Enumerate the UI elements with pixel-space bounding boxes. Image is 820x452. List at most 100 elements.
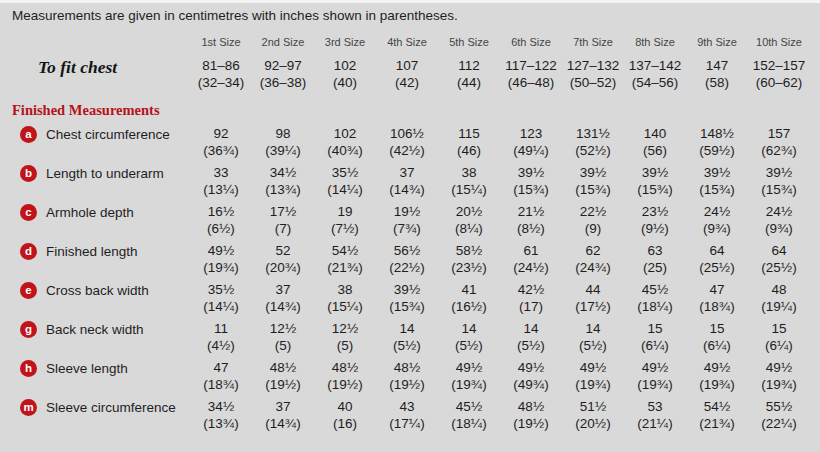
inch-value: (49¼) [500, 142, 562, 159]
measurement-cell: 20½(8¼) [438, 204, 500, 237]
cm-value: 24½ [686, 204, 748, 220]
inch-value: (9) [562, 220, 624, 237]
inch-value: (36¾) [190, 142, 252, 159]
cm-value: 49½ [562, 360, 624, 376]
cm-value: 22½ [562, 204, 624, 220]
cm-value: 39½ [748, 165, 810, 181]
measurement-cell: 117–122(46–48) [500, 58, 562, 91]
measurement-rows: aChest circumference92(36¾)98(39¼)102(40… [10, 126, 810, 432]
size-column-header: 1st Size [190, 36, 252, 49]
inch-value: (18¼) [624, 298, 686, 315]
inch-value: (8½) [500, 220, 562, 237]
size-header-row: 1st Size2nd Size3rd Size4th Size5th Size… [10, 36, 810, 49]
to-fit-chest-row: To fit chest 81–86(32–34)92–97(36–38)102… [10, 58, 810, 91]
inch-value: (8¼) [438, 220, 500, 237]
inch-value: (5½) [500, 337, 562, 354]
inch-value: (7) [252, 220, 314, 237]
measurement-cell: 22½(9) [562, 204, 624, 237]
inch-value: (50–52) [562, 74, 624, 91]
row-label: Sleeve length [46, 361, 128, 376]
measurement-cell: 39½(15¾) [500, 165, 562, 198]
measurement-row: hSleeve length47(18¾)48½(19½)48½(19½)48½… [10, 360, 810, 393]
cm-value: 37 [376, 165, 438, 181]
cm-value: 61 [500, 243, 562, 259]
measurement-cell: 152–157(60–62) [748, 58, 810, 91]
size-column-header: 4th Size [376, 36, 438, 49]
cm-value: 12½ [252, 321, 314, 337]
row-letter-badge: e [20, 282, 37, 299]
inch-value: (20¾) [252, 259, 314, 276]
cm-value: 15 [748, 321, 810, 337]
cm-value: 63 [624, 243, 686, 259]
measurement-row: mSleeve circumference34½(13¾)37(14¾)40(1… [10, 399, 810, 432]
cm-value: 14 [438, 321, 500, 337]
measurement-label-cell: eCross back width [10, 282, 190, 299]
inch-value: (15¾) [500, 181, 562, 198]
inch-value: (59½) [686, 142, 748, 159]
measurement-cell: 21½(8½) [500, 204, 562, 237]
measurement-row: dFinished length49½(19¾)52(20¾)54½(21¾)5… [10, 243, 810, 276]
measurement-cell: 48½(19½) [500, 399, 562, 432]
cm-value: 140 [624, 126, 686, 142]
cm-value: 48 [748, 282, 810, 298]
inch-value: (19¾) [190, 259, 252, 276]
inch-value: (46–48) [500, 74, 562, 91]
cm-value: 42½ [500, 282, 562, 298]
inch-value: (19¾) [748, 376, 810, 393]
cm-value: 49½ [624, 360, 686, 376]
cm-value: 39½ [624, 165, 686, 181]
measurement-cell: 43(17¼) [376, 399, 438, 432]
inch-value: (16) [314, 415, 376, 432]
cm-value: 43 [376, 399, 438, 415]
inch-value: (4½) [190, 337, 252, 354]
measurement-cell: 106½(42½) [376, 126, 438, 159]
cm-value: 20½ [438, 204, 500, 220]
measurement-cell: 37(14¾) [252, 399, 314, 432]
cm-value: 12½ [314, 321, 376, 337]
measurement-cell: 15(6¼) [624, 321, 686, 354]
inch-value: (5) [252, 337, 314, 354]
size-column-header: 9th Size [686, 36, 748, 49]
cm-value: 34½ [190, 399, 252, 415]
inch-value: (9½) [624, 220, 686, 237]
measurement-cell: 102(40¾) [314, 126, 376, 159]
inch-value: (21¼) [624, 415, 686, 432]
inch-value: (32–34) [190, 74, 252, 91]
measurement-cell: 102(40) [314, 58, 376, 91]
size-column-header: 3rd Size [314, 36, 376, 49]
inch-value: (5½) [438, 337, 500, 354]
measurement-cell: 35½(14¼) [190, 282, 252, 315]
measurement-cell: 64(25½) [748, 243, 810, 276]
measurement-cell: 49½(19¾) [562, 360, 624, 393]
inch-value: (6½) [190, 220, 252, 237]
row-label: Length to underarm [46, 166, 164, 181]
cm-value: 21½ [500, 204, 562, 220]
inch-value: (15¾) [624, 181, 686, 198]
inch-value: (19½) [252, 376, 314, 393]
inch-value: (62¾) [748, 142, 810, 159]
measurement-cell: 38(15¼) [438, 165, 500, 198]
inch-value: (14¾) [252, 415, 314, 432]
row-label: Armhole depth [46, 205, 134, 220]
measurement-cell: 12½(5) [314, 321, 376, 354]
cm-value: 14 [562, 321, 624, 337]
row-label: Back neck width [46, 322, 144, 337]
inch-value: (7½) [314, 220, 376, 237]
inch-value: (14¼) [190, 298, 252, 315]
cm-value: 49½ [686, 360, 748, 376]
cm-value: 147 [686, 58, 748, 74]
inch-value: (9¾) [748, 220, 810, 237]
measurement-cell: 12½(5) [252, 321, 314, 354]
inch-value: (42½) [376, 142, 438, 159]
row-letter-badge: a [20, 126, 37, 143]
inch-value: (17) [500, 298, 562, 315]
measurement-cell: 39½(15¾) [748, 165, 810, 198]
cm-value: 53 [624, 399, 686, 415]
cm-value: 64 [686, 243, 748, 259]
measurement-cell: 42½(17) [500, 282, 562, 315]
cm-value: 38 [438, 165, 500, 181]
measurement-cell: 24½(9¾) [686, 204, 748, 237]
inch-value: (40) [314, 74, 376, 91]
measurement-cell: 62(24¾) [562, 243, 624, 276]
inch-value: (17½) [562, 298, 624, 315]
